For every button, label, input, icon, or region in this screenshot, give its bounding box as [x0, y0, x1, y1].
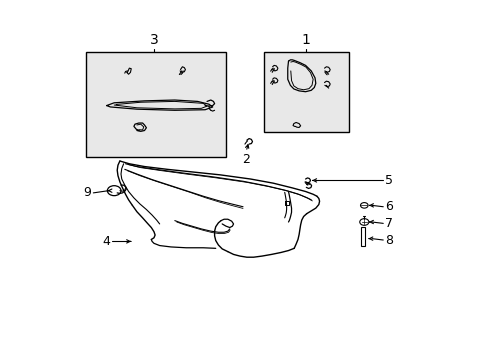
Text: 7: 7	[385, 217, 392, 230]
Text: 6: 6	[385, 200, 392, 213]
Text: 3: 3	[149, 33, 158, 48]
Bar	[85, 51, 225, 157]
Text: 8: 8	[385, 234, 392, 247]
Text: 5: 5	[385, 174, 392, 187]
Text: 4: 4	[102, 235, 110, 248]
Bar	[360, 227, 365, 246]
Text: 9: 9	[83, 186, 91, 199]
Text: 2: 2	[242, 153, 249, 166]
Bar	[264, 51, 348, 132]
Text: 1: 1	[301, 33, 309, 48]
